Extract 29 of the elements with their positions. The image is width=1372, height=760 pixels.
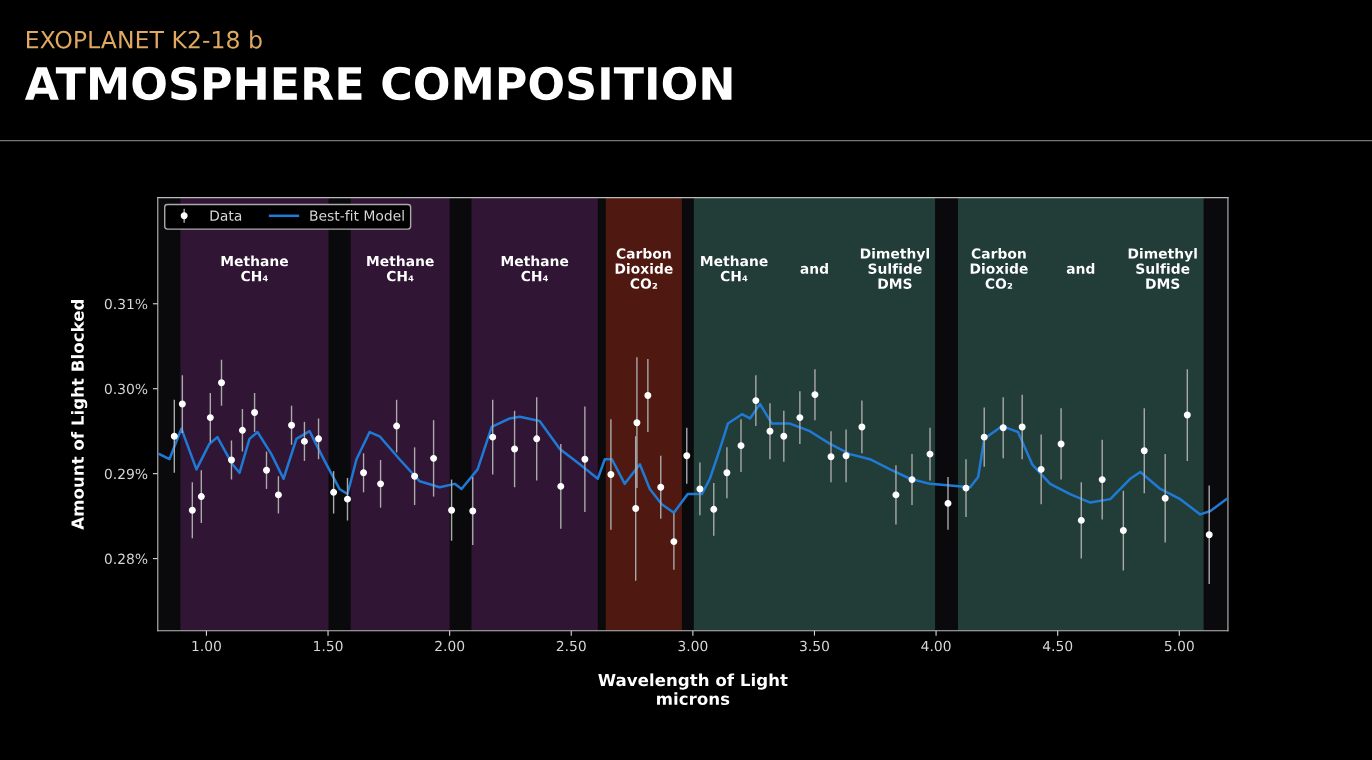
x-tick-label: 3.50 (800, 640, 830, 652)
y-tick-label: 0.28% (104, 553, 148, 565)
y-tick-label: 0.31% (104, 298, 148, 310)
text: Carbon Dioxide CO₂ (615, 248, 673, 289)
x-tick-label: 4.00 (921, 640, 951, 652)
legend-label: Data (210, 210, 242, 221)
x-tick-label: 3.00 (678, 640, 708, 652)
chart-title: ATMOSPHERE COMPOSITION (24, 66, 732, 101)
x-tick-label: 1.00 (192, 640, 221, 652)
y-tick-label: 0.29% (104, 468, 148, 480)
x-tick-label: 1.50 (314, 640, 343, 652)
legend-label: Best-fit Model (310, 210, 404, 221)
text: Methane CH₄ (701, 255, 768, 282)
y-tick-label: 0.30% (104, 383, 148, 395)
x-tick-label: 5.00 (1164, 640, 1194, 652)
text: and (800, 263, 828, 274)
x-tick-label: 2.00 (435, 640, 465, 652)
x-axis-title: Wavelength of Light microns (598, 673, 788, 706)
text: Dimethyl Sulfide DMS (860, 248, 929, 289)
text: Methane CH₄ (367, 255, 434, 282)
x-tick-label: 4.50 (1042, 640, 1073, 652)
text: Methane CH₄ (501, 255, 569, 282)
x-tick-label: 2.50 (556, 640, 586, 652)
text: Carbon Dioxide CO₂ (970, 248, 1028, 289)
text: Methane CH₄ (221, 255, 289, 282)
y-axis-title: Amount of Light Blocked (71, 299, 88, 530)
text: and (1066, 263, 1095, 274)
text: Dimethyl Sulfide DMS (1128, 248, 1197, 289)
chart-subtitle: EXOPLANET K2-18 b (27, 30, 262, 49)
